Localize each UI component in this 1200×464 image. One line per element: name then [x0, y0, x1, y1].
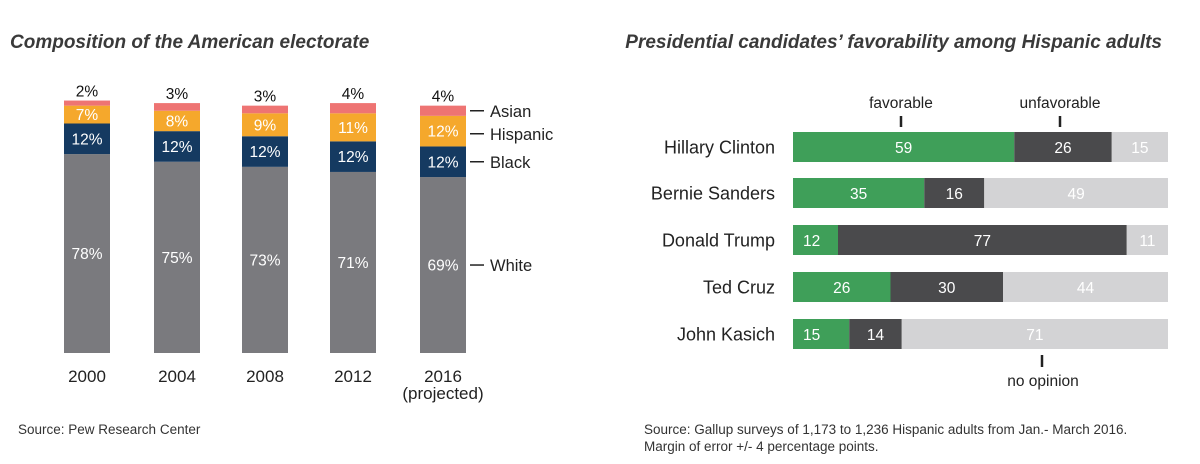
- bar-label-2016-white: 69%: [427, 258, 458, 275]
- bar-2000-black: [64, 123, 110, 155]
- favorable-header: favorable: [869, 95, 933, 112]
- left-chart-title: Composition of the American electorate: [10, 32, 370, 53]
- hbar-donald-trump-no_opinion: [1126, 225, 1168, 255]
- legend-white: White: [490, 257, 532, 275]
- bar-2012-hispanic: [330, 113, 376, 142]
- hbar-john-kasich-unfavorable: [849, 319, 902, 349]
- bar-label-2000-black: 12%: [71, 131, 102, 148]
- bar-2000-hispanic: [64, 105, 110, 124]
- right-chart-source-line-1: Source: Gallup surveys of 1,173 to 1,236…: [644, 422, 1127, 437]
- bar-2000-white: [64, 154, 110, 353]
- bar-label-2016-black: 12%: [427, 154, 458, 171]
- bar-label-2000-hispanic: 7%: [76, 107, 99, 124]
- no-opinion-footer: no opinion: [1007, 373, 1079, 390]
- bar-2016-black: [420, 146, 466, 178]
- bar-2000-asian: [64, 100, 110, 106]
- legend-hispanic: Hispanic: [490, 126, 553, 144]
- hbar-hillary-clinton-favorable: [793, 132, 1015, 162]
- bar-label-2000-white: 78%: [71, 246, 102, 263]
- hbar-label-hillary-clinton-no_opinion: 15: [1131, 140, 1148, 157]
- bar-2004-hispanic: [154, 110, 200, 132]
- bar-2008-asian: [242, 105, 288, 114]
- bar-label-2000-asian: 2%: [76, 84, 99, 101]
- bar-label-2008-black: 12%: [249, 144, 280, 161]
- bar-label-2008-asian: 3%: [254, 89, 277, 106]
- hbar-john-kasich-favorable: [793, 319, 850, 349]
- hbar-label-hillary-clinton-favorable: 59: [895, 140, 912, 157]
- bar-2004-asian: [154, 103, 200, 111]
- candidate-label-john-kasich: John Kasich: [677, 325, 775, 345]
- x-tick-note-2016: (projected): [402, 384, 483, 403]
- bar-label-2004-white: 75%: [161, 250, 192, 267]
- left-chart: 78% 12% 7% 2% 2000 75% 12% 8% 3% 2004 73% 12% 9% 3% 20…: [64, 84, 553, 403]
- hbar-hillary-clinton-no_opinion: [1111, 132, 1168, 162]
- bar-label-2012-white: 71%: [337, 255, 368, 272]
- legend-black: Black: [490, 154, 531, 172]
- left-chart-source: Source: Pew Research Center: [18, 422, 201, 437]
- hbar-label-ted-cruz-no_opinion: 44: [1077, 280, 1095, 297]
- hbar-label-john-kasich-unfavorable: 14: [867, 327, 885, 344]
- right-chart-source-line-2: Margin of error +/- 4 percentage points.: [644, 439, 879, 454]
- hbar-donald-trump-unfavorable: [838, 225, 1127, 255]
- hbar-bernie-sanders-favorable: [793, 178, 925, 208]
- bar-label-2004-black: 12%: [161, 139, 192, 156]
- hbar-label-john-kasich-favorable: 15: [803, 327, 820, 344]
- hbar-label-bernie-sanders-no_opinion: 49: [1068, 186, 1085, 203]
- x-tick-2016: 2016: [424, 367, 462, 386]
- bar-2004-white: [154, 161, 200, 353]
- hbar-label-bernie-sanders-unfavorable: 16: [946, 186, 963, 203]
- bar-label-2016-hispanic: 12%: [427, 124, 458, 141]
- hbar-bernie-sanders-no_opinion: [984, 178, 1168, 208]
- bar-label-2004-hispanic: 8%: [166, 113, 189, 130]
- bar-label-2012-asian: 4%: [342, 86, 365, 103]
- bar-2012-asian: [330, 103, 376, 114]
- hbar-ted-cruz-no_opinion: [1003, 272, 1168, 302]
- x-tick-2012: 2012: [334, 367, 372, 386]
- hbar-label-bernie-sanders-favorable: 35: [850, 186, 867, 203]
- hbar-label-ted-cruz-unfavorable: 30: [938, 280, 956, 297]
- x-tick-2008: 2008: [246, 367, 284, 386]
- bar-2016-hispanic: [420, 115, 466, 147]
- hbar-label-ted-cruz-favorable: 26: [833, 280, 850, 297]
- bar-label-2008-white: 73%: [249, 252, 280, 269]
- hbar-label-donald-trump-no_opinion: 11: [1139, 233, 1155, 250]
- candidate-label-hillary-clinton: Hillary Clinton: [664, 138, 775, 158]
- hbar-hillary-clinton-unfavorable: [1014, 132, 1112, 162]
- bar-label-2012-black: 12%: [337, 149, 368, 166]
- candidate-label-bernie-sanders: Bernie Sanders: [651, 184, 775, 204]
- hbar-donald-trump-favorable: [793, 225, 838, 255]
- x-tick-2004: 2004: [158, 367, 196, 386]
- unfavorable-header: unfavorable: [1019, 95, 1100, 112]
- bar-2008-black: [242, 136, 288, 167]
- hbar-ted-cruz-favorable: [793, 272, 891, 302]
- hbar-label-john-kasich-no_opinion: 71: [1026, 327, 1043, 344]
- bar-label-2008-hispanic: 9%: [254, 117, 277, 134]
- candidate-label-ted-cruz: Ted Cruz: [703, 278, 775, 298]
- right-chart: Hillary Clinton 59 26 15 Bernie Sanders 35 16 4…: [651, 132, 1168, 349]
- bar-label-2012-hispanic: 11%: [338, 120, 368, 137]
- bar-2012-black: [330, 141, 376, 172]
- hbar-label-donald-trump-favorable: 12: [803, 233, 820, 250]
- hbar-john-kasich-no_opinion: [901, 319, 1168, 349]
- bar-label-2004-asian: 3%: [166, 86, 189, 103]
- bar-2016-asian: [420, 105, 466, 116]
- bar-2004-black: [154, 131, 200, 162]
- candidate-label-donald-trump: Donald Trump: [662, 231, 775, 251]
- hbar-label-donald-trump-unfavorable: 77: [974, 233, 991, 250]
- right-chart-title: Presidential candidates’ favorability am…: [625, 32, 1162, 53]
- bar-2016-white: [420, 177, 466, 353]
- bar-2008-hispanic: [242, 113, 288, 137]
- x-tick-2000: 2000: [68, 367, 106, 386]
- hbar-bernie-sanders-unfavorable: [924, 178, 985, 208]
- hbar-ted-cruz-unfavorable: [890, 272, 1003, 302]
- legend-asian: Asian: [490, 103, 531, 121]
- bar-2008-white: [242, 166, 288, 353]
- hbar-label-hillary-clinton-unfavorable: 26: [1054, 140, 1071, 157]
- bar-2012-white: [330, 171, 376, 353]
- bar-label-2016-asian: 4%: [432, 89, 455, 106]
